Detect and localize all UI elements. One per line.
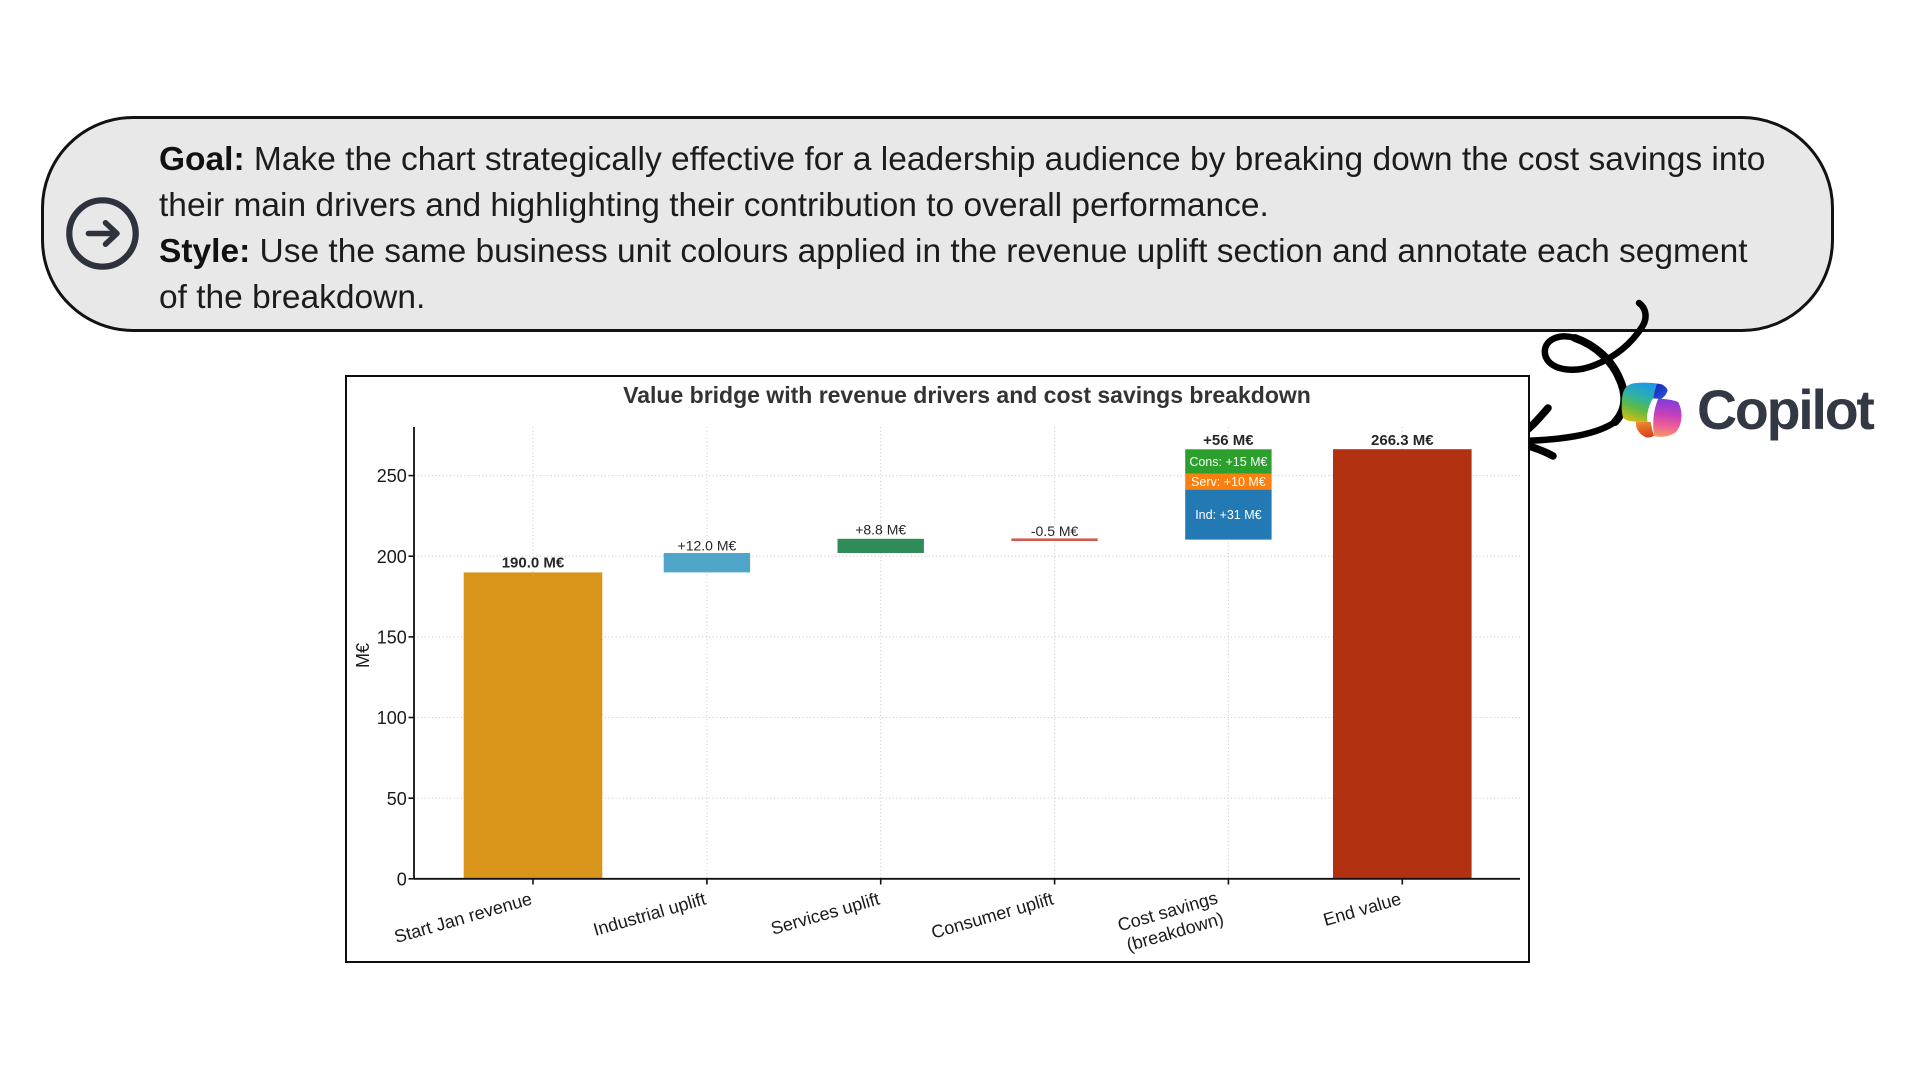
- svg-text:M€: M€: [353, 643, 373, 668]
- svg-text:50: 50: [387, 789, 407, 809]
- svg-text:End value: End value: [1321, 889, 1403, 930]
- svg-text:Industrial uplift: Industrial uplift: [591, 889, 708, 940]
- svg-text:266.3 M€: 266.3 M€: [1371, 432, 1434, 449]
- svg-text:Cost savings(breakdown): Cost savings(breakdown): [1115, 888, 1226, 956]
- svg-text:190.0 M€: 190.0 M€: [502, 554, 565, 571]
- svg-text:250: 250: [377, 466, 407, 486]
- svg-text:Start Jan revenue: Start Jan revenue: [392, 889, 534, 947]
- svg-text:+8.8 M€: +8.8 M€: [855, 522, 906, 538]
- svg-text:Ind: +31 M€: Ind: +31 M€: [1195, 508, 1261, 522]
- svg-text:Consumer uplift: Consumer uplift: [929, 889, 1056, 943]
- svg-text:0: 0: [397, 869, 407, 889]
- svg-text:-0.5 M€: -0.5 M€: [1031, 523, 1079, 539]
- svg-text:Services uplift: Services uplift: [769, 889, 882, 939]
- svg-text:100: 100: [377, 708, 407, 728]
- svg-text:Serv: +10 M€: Serv: +10 M€: [1191, 475, 1266, 489]
- svg-text:150: 150: [377, 628, 407, 648]
- svg-text:+12.0 M€: +12.0 M€: [678, 537, 737, 553]
- svg-text:+56 M€: +56 M€: [1203, 432, 1254, 449]
- svg-text:Value bridge with revenue driv: Value bridge with revenue drivers and co…: [623, 382, 1311, 408]
- svg-text:200: 200: [377, 547, 407, 567]
- svg-text:Cons: +15 M€: Cons: +15 M€: [1189, 455, 1267, 469]
